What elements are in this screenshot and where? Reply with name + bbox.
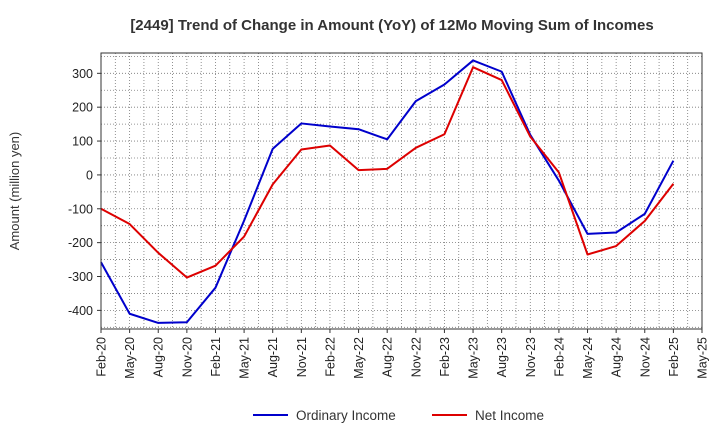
y-tick-label: 200: [72, 101, 93, 115]
x-tick-label: Feb-25: [667, 337, 681, 377]
y-tick-label: 0: [86, 168, 93, 182]
x-tick-label: Nov-22: [409, 337, 423, 377]
y-tick-label: -200: [68, 236, 93, 250]
series-lines: [100, 59, 675, 324]
grid-lines: [100, 53, 703, 329]
x-tick-label: Aug-21: [266, 337, 280, 377]
y-tick-label: 100: [72, 135, 93, 149]
series-line-net-income: [100, 66, 675, 279]
x-tick-label: May-23: [467, 337, 481, 379]
legend: Ordinary Income Net Income: [253, 408, 544, 423]
x-tick-label: Aug-24: [610, 337, 624, 377]
series-line-ordinary-income: [100, 59, 675, 324]
y-tick-label: -400: [68, 304, 93, 318]
x-axis-ticks: Feb-20 May-20 Aug-20 Nov-20 Feb-21 May-21 Aug-…: [95, 329, 710, 379]
x-tick-label: Feb-24: [552, 337, 566, 377]
legend-label: Net Income: [475, 408, 544, 423]
plot-area-border: [100, 52, 703, 330]
x-tick-label: May-24: [581, 337, 595, 379]
x-tick-label: Nov-23: [524, 337, 538, 377]
x-tick-label: Nov-21: [295, 337, 309, 377]
y-axis-label: Amount (million yen): [7, 132, 22, 251]
x-tick-label: May-21: [238, 337, 252, 379]
y-tick-label: 300: [72, 67, 93, 81]
y-axis-ticks: -400 -300 -200 -100 0 100 200 300: [68, 67, 101, 318]
x-tick-label: Aug-22: [381, 337, 395, 377]
x-tick-label: May-20: [123, 337, 137, 379]
y-tick-label: -100: [68, 202, 93, 216]
x-tick-label: Nov-24: [638, 337, 652, 377]
x-tick-label: Aug-23: [495, 337, 509, 377]
x-tick-label: Aug-20: [152, 337, 166, 377]
x-tick-label: Nov-20: [180, 337, 194, 377]
x-tick-label: May-22: [352, 337, 366, 379]
x-tick-label: Feb-21: [209, 337, 223, 377]
x-tick-label: Feb-20: [95, 337, 109, 377]
x-tick-label: Feb-23: [438, 337, 452, 377]
chart-title: [2449] Trend of Change in Amount (YoY) o…: [130, 17, 653, 34]
x-tick-label: May-25: [696, 337, 710, 379]
x-tick-label: Feb-22: [323, 337, 337, 377]
legend-label: Ordinary Income: [296, 408, 396, 423]
y-tick-label: -300: [68, 270, 93, 284]
